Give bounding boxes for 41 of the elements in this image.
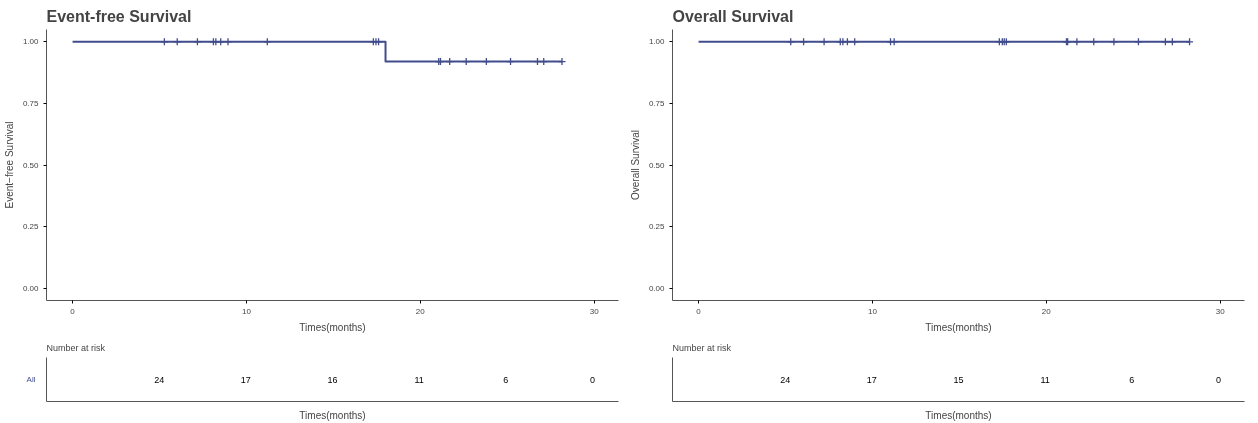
- y-tick-label: 0.25: [22, 222, 40, 232]
- y-tick-label: 0.50: [648, 160, 666, 170]
- data-label: 0: [590, 374, 596, 385]
- text: Times(months): [925, 409, 992, 421]
- x-tick-label: 20: [1041, 306, 1052, 316]
- x-tick-label: 10: [241, 306, 252, 316]
- x-tick-label: 0: [696, 306, 702, 316]
- data-label: 0: [1216, 374, 1222, 385]
- x-axis-title: Times(months): [299, 321, 366, 333]
- x-tick-label: 10: [867, 306, 878, 316]
- y-axis-title: Event−free Survival: [3, 121, 15, 209]
- data-label: 11: [1040, 374, 1050, 385]
- text: Times(months): [299, 409, 366, 421]
- y-axis-title: Overall Survival: [629, 129, 641, 201]
- text: Number at risk: [672, 342, 732, 353]
- x-tick-label: 30: [1215, 306, 1226, 316]
- y-tick-label: 0.75: [648, 98, 666, 108]
- x-tick-label: 20: [415, 306, 426, 316]
- chart-title: Overall Survival: [672, 7, 794, 25]
- y-tick-label: 1.00: [22, 37, 40, 47]
- x-tick-label: 0: [70, 306, 76, 316]
- data-label: 24: [154, 374, 165, 385]
- text: All: [26, 375, 36, 384]
- data-label: 6: [503, 374, 509, 385]
- data-label: 15: [953, 374, 964, 385]
- data-label: 24: [780, 374, 791, 385]
- data-label: 17: [866, 374, 877, 385]
- y-tick-label: 0.25: [648, 222, 666, 232]
- y-tick-label: 0.00: [22, 283, 40, 293]
- data-label: 6: [1129, 374, 1135, 385]
- x-tick-label: 30: [589, 306, 600, 316]
- data-label: 11: [414, 374, 424, 385]
- y-tick-label: 0.75: [22, 98, 40, 108]
- data-label: 17: [240, 374, 251, 385]
- x-axis-title: Times(months): [925, 321, 992, 333]
- data-label: 16: [327, 374, 338, 385]
- text: Number at risk: [46, 342, 106, 353]
- y-tick-label: 0.50: [22, 160, 40, 170]
- chart-title: Event-free Survival: [46, 7, 192, 25]
- y-tick-label: 1.00: [648, 37, 666, 47]
- y-tick-label: 0.00: [648, 283, 666, 293]
